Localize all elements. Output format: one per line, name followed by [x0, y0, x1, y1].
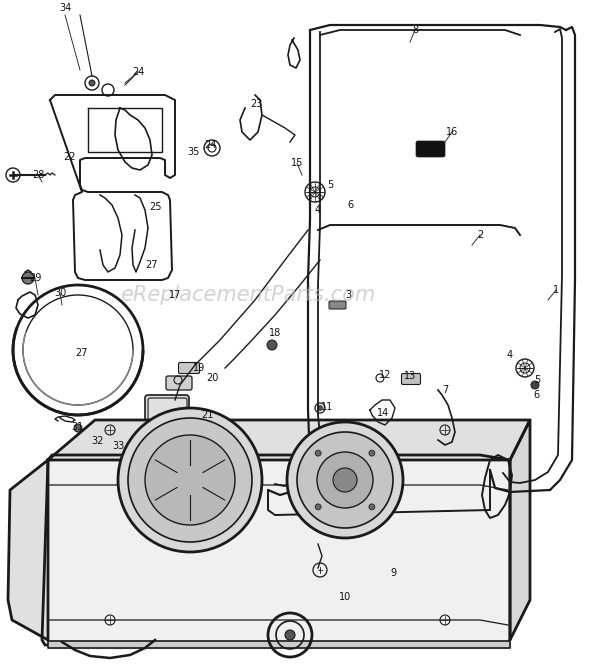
Text: 22: 22	[64, 152, 76, 162]
Text: 32: 32	[92, 436, 104, 446]
Text: 23: 23	[250, 99, 262, 109]
Text: 6: 6	[347, 200, 353, 210]
Polygon shape	[48, 641, 510, 648]
Polygon shape	[42, 455, 510, 645]
Text: 20: 20	[206, 373, 218, 383]
Circle shape	[91, 434, 99, 442]
Text: 24: 24	[132, 67, 144, 77]
Circle shape	[297, 432, 393, 528]
Text: 1: 1	[553, 285, 559, 295]
Text: 31: 31	[71, 422, 83, 432]
Circle shape	[369, 504, 375, 510]
FancyBboxPatch shape	[166, 376, 192, 390]
Text: 11: 11	[321, 402, 333, 412]
FancyBboxPatch shape	[416, 141, 445, 157]
Circle shape	[315, 504, 321, 510]
Text: 24: 24	[204, 140, 216, 150]
Circle shape	[369, 450, 375, 456]
Text: 33: 33	[112, 441, 124, 451]
Text: 14: 14	[377, 408, 389, 418]
Circle shape	[89, 80, 95, 86]
Text: 28: 28	[32, 170, 44, 180]
Text: 7: 7	[442, 385, 448, 395]
Text: 8: 8	[412, 25, 418, 35]
Text: 29: 29	[29, 273, 41, 283]
Text: 19: 19	[193, 363, 205, 373]
Circle shape	[128, 418, 252, 542]
Text: 25: 25	[150, 202, 162, 212]
Polygon shape	[48, 420, 530, 460]
Circle shape	[74, 424, 82, 432]
Text: 21: 21	[201, 410, 213, 420]
Circle shape	[285, 630, 295, 640]
Text: 10: 10	[339, 592, 351, 602]
Text: 4: 4	[507, 350, 513, 360]
Circle shape	[287, 422, 403, 538]
FancyBboxPatch shape	[329, 301, 346, 309]
FancyBboxPatch shape	[402, 373, 421, 385]
Text: 4: 4	[315, 205, 321, 215]
Circle shape	[118, 408, 262, 552]
FancyBboxPatch shape	[179, 362, 199, 373]
Circle shape	[315, 450, 321, 456]
Text: 17: 17	[169, 290, 181, 300]
Text: 15: 15	[291, 158, 303, 168]
Text: 27: 27	[76, 348, 88, 358]
Text: 9: 9	[390, 568, 396, 578]
Circle shape	[22, 272, 34, 284]
Circle shape	[317, 405, 323, 411]
Text: 5: 5	[327, 180, 333, 190]
Text: eReplacementParts.com: eReplacementParts.com	[120, 285, 375, 305]
Text: 16: 16	[446, 127, 458, 137]
Text: 3: 3	[345, 290, 351, 300]
Circle shape	[108, 439, 116, 447]
Polygon shape	[510, 420, 530, 640]
Circle shape	[531, 381, 539, 389]
Polygon shape	[8, 460, 48, 640]
Circle shape	[267, 340, 277, 350]
Circle shape	[145, 435, 235, 525]
FancyBboxPatch shape	[145, 395, 189, 423]
Text: 5: 5	[534, 375, 540, 385]
Text: 27: 27	[146, 260, 158, 270]
Circle shape	[333, 468, 357, 492]
Text: 35: 35	[187, 147, 199, 157]
Text: 30: 30	[54, 288, 66, 298]
Text: 12: 12	[379, 370, 391, 380]
Text: 2: 2	[477, 230, 483, 240]
Circle shape	[317, 452, 373, 508]
Text: 18: 18	[269, 328, 281, 338]
Text: 34: 34	[59, 3, 71, 13]
Text: 13: 13	[404, 371, 416, 381]
Text: 6: 6	[533, 390, 539, 400]
